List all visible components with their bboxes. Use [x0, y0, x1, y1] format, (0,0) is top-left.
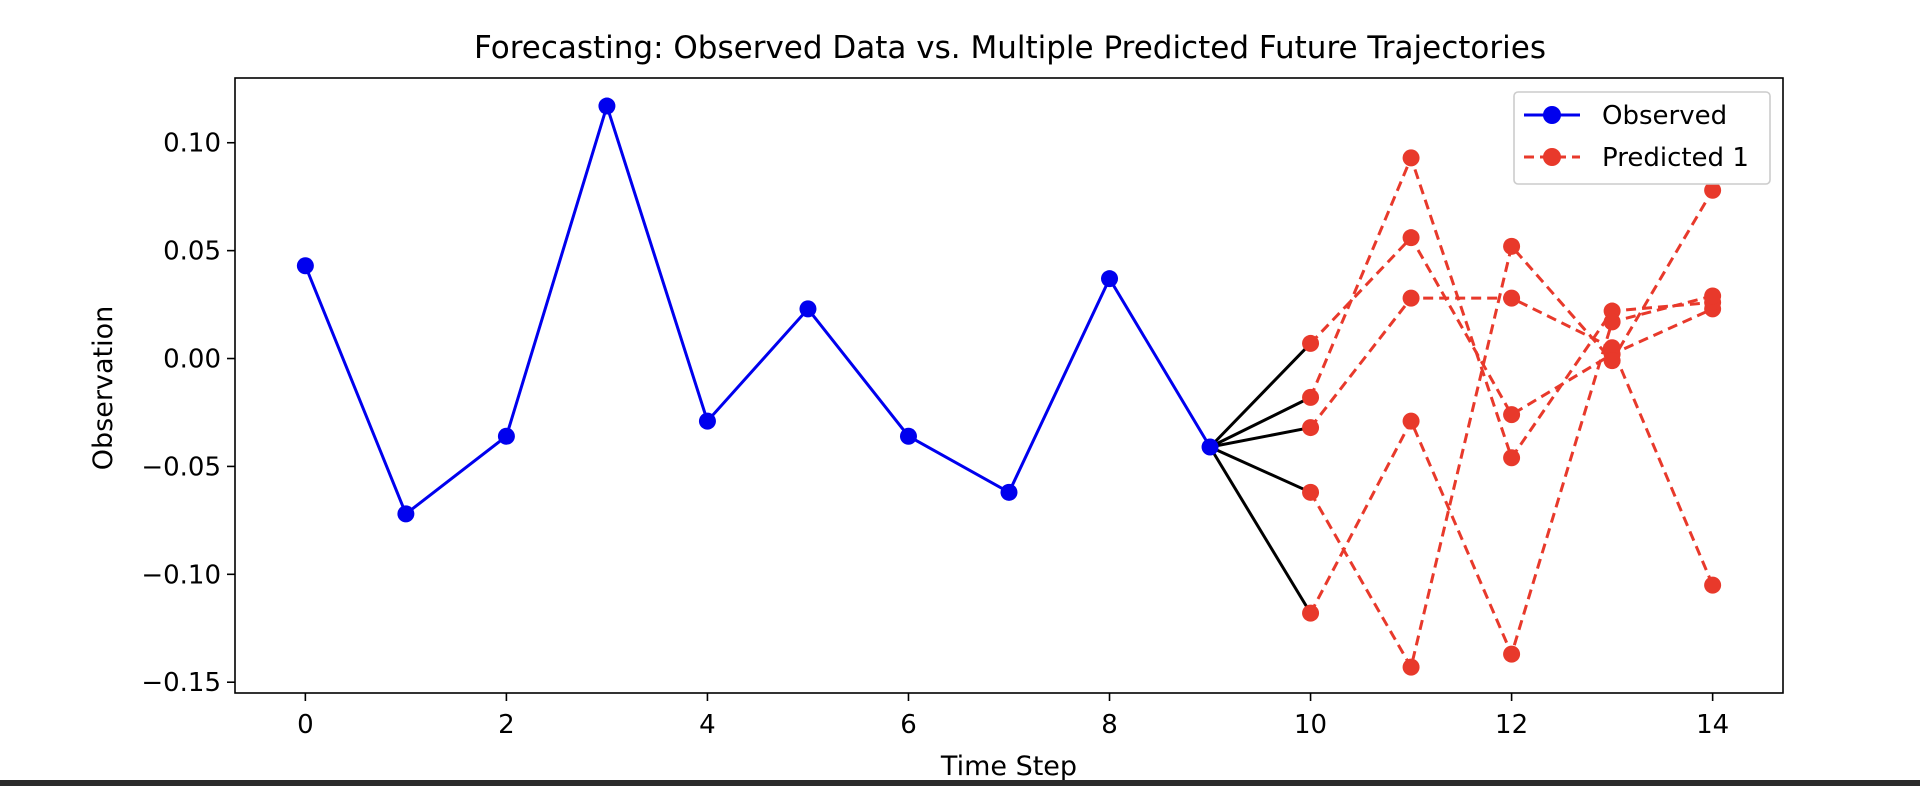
predicted-point	[1603, 313, 1621, 331]
series-markers	[296, 97, 1722, 676]
observed-point	[598, 97, 616, 115]
observed-series-line	[303, 101, 1212, 517]
predicted-point	[1302, 419, 1320, 437]
x-tick-label: 6	[900, 710, 917, 740]
predicted-point	[1402, 412, 1420, 430]
predicted-point	[1704, 181, 1722, 199]
observed-point	[1101, 270, 1119, 288]
window-bottom-edge	[0, 780, 1920, 786]
predicted-point	[1603, 339, 1621, 357]
forecast-connector-line	[1209, 445, 1312, 494]
predicted-point	[1503, 449, 1521, 467]
forecast-connector-line	[1208, 342, 1312, 449]
x-tick-label: 0	[297, 710, 314, 740]
x-tick-label: 2	[498, 710, 515, 740]
predicted-point	[1302, 483, 1320, 501]
observed-point	[497, 427, 515, 445]
predicted-point	[1704, 576, 1722, 594]
y-tick-label: −0.10	[141, 560, 221, 590]
predicted-series-line	[1309, 296, 1715, 586]
x-tick-label: 4	[699, 710, 716, 740]
predicted-point	[1402, 658, 1420, 676]
y-tick-label: −0.15	[141, 668, 221, 698]
y-axis-label: Observation	[88, 306, 119, 470]
predicted-point	[1704, 287, 1722, 305]
y-tick-label: −0.05	[141, 452, 221, 482]
observed-point	[397, 505, 415, 523]
series-lines	[303, 101, 1715, 672]
forecast-connector-line	[1208, 446, 1312, 614]
legend-observed-label: Observed	[1602, 101, 1727, 131]
legend-predicted-marker	[1543, 148, 1561, 166]
axis-ticks: 0 2 4 6 8 10 12 14 −0.15 −0.10 −0.05 0.00 0.05 0.10	[141, 129, 1729, 740]
observed-point	[899, 427, 917, 445]
predicted-point	[1503, 645, 1521, 663]
predicted-point	[1302, 604, 1320, 622]
forecast-connector-line	[1209, 426, 1311, 449]
x-tick-label: 10	[1294, 710, 1327, 740]
predicted-point	[1302, 388, 1320, 406]
y-tick-label: 0.05	[163, 237, 221, 267]
predicted-point	[1302, 334, 1320, 352]
plot-area-frame	[234, 77, 1784, 694]
legend-predicted-label: Predicted 1	[1602, 143, 1749, 173]
predicted-point	[1503, 237, 1521, 255]
legend-observed-marker	[1543, 106, 1561, 124]
forecast-connector-line	[1209, 396, 1312, 449]
predicted-point	[1402, 149, 1420, 167]
observed-point	[296, 257, 314, 275]
predicted-point	[1603, 352, 1621, 370]
y-tick-label: 0.00	[163, 345, 221, 375]
predicted-point	[1503, 289, 1521, 307]
x-tick-label: 8	[1101, 710, 1118, 740]
predicted-series-line	[1309, 189, 1714, 672]
observed-point	[799, 300, 817, 318]
observed-point	[698, 412, 716, 430]
predicted-point	[1402, 229, 1420, 247]
x-tick-label: 12	[1495, 710, 1528, 740]
legend: Observed Predicted 1	[1513, 91, 1771, 185]
x-axis-label: Time Step	[940, 751, 1077, 782]
predicted-point	[1503, 406, 1521, 424]
predicted-point	[1402, 289, 1420, 307]
observed-point	[1201, 438, 1219, 456]
x-tick-label: 14	[1696, 710, 1729, 740]
y-tick-label: 0.10	[163, 129, 221, 159]
observed-point	[1000, 483, 1018, 501]
chart-title: Forecasting: Observed Data vs. Multiple …	[474, 30, 1546, 66]
predicted-series-line	[1309, 235, 1714, 417]
